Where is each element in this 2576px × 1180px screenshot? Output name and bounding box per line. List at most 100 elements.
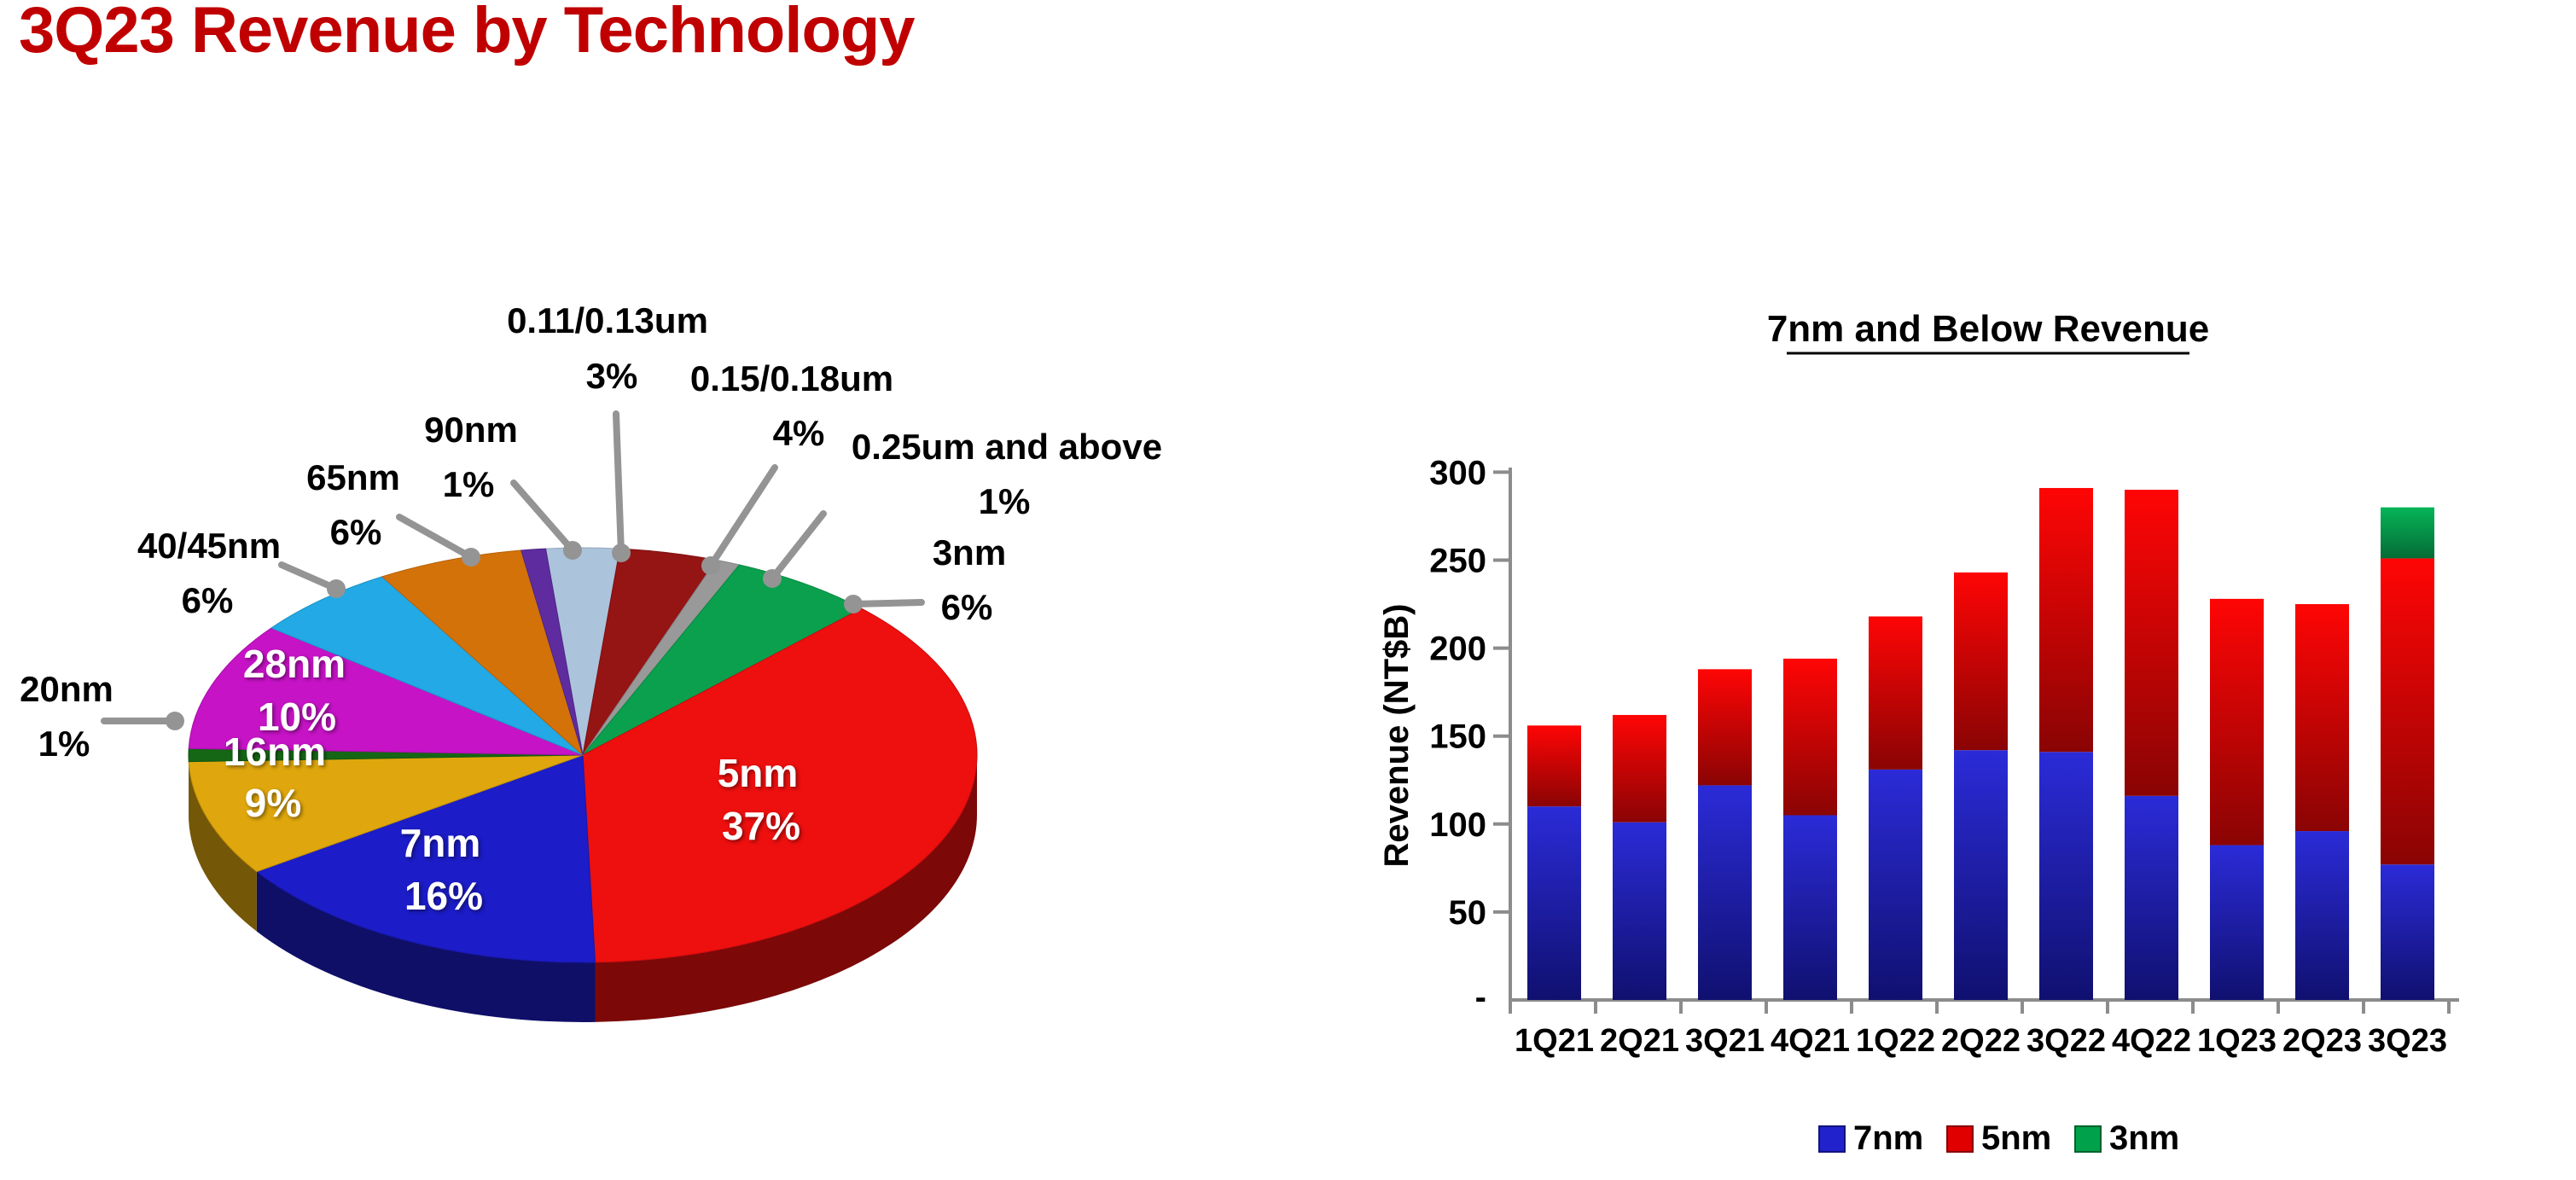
pie-label-pct-0-15-0-18um: 4% [773, 413, 825, 453]
bar-segment-2q21-7nm [1613, 822, 1666, 1000]
pointer-dot-90nm [563, 541, 582, 560]
legend-swatch-3nm [2074, 1125, 2102, 1153]
x-tick-label: 2Q22 [1941, 1023, 2021, 1059]
x-tick-label: 3Q21 [1685, 1023, 1765, 1059]
pie-label-name-3nm: 3nm [933, 532, 1006, 573]
pie-label-pct-65nm: 6% [330, 512, 382, 552]
bar-segment-2q23-7nm [2295, 831, 2349, 1000]
x-tick-label: 3Q23 [2368, 1023, 2447, 1059]
pointer-line-65nm [396, 514, 474, 561]
bar-segment-1q22-5nm [1869, 616, 1922, 770]
bar-segment-3q21-5nm [1698, 669, 1752, 786]
pie-label-pct-0-11-0-13um: 3% [586, 356, 638, 396]
bar-segment-1q21-7nm [1527, 806, 1581, 1000]
legend-swatch-7nm [1818, 1125, 1846, 1153]
pointer-line-0-11-0-13um [613, 410, 625, 556]
pie-slice-28nm [188, 627, 584, 756]
bar-segment-3q23-3nm [2381, 507, 2434, 559]
pointer-line-90nm [510, 480, 576, 554]
pie-slice-5nm [582, 607, 978, 963]
pie-label-name-90nm: 90nm [424, 410, 518, 450]
pointer-dot-40-45nm [327, 579, 346, 598]
pie-slice-7nm [255, 754, 596, 963]
pie-label-name-7nm: 7nm [400, 821, 481, 865]
pie-label-pct-16nm: 9% [245, 781, 301, 825]
pie-label-name-0-11-0-13um: 0.11/0.13um [507, 300, 708, 340]
pie-label-pct-90nm: 1% [443, 464, 495, 504]
pie-slice-16nm [188, 754, 584, 873]
bar-segment-4q21-5nm [1783, 658, 1837, 816]
bar-segment-4q22-7nm [2125, 795, 2178, 1000]
legend-swatch-5nm [1946, 1125, 1974, 1153]
pie-label-name-5nm: 5nm [718, 751, 799, 795]
bar-segment-4q21-7nm [1783, 815, 1837, 1000]
y-axis-title: Revenue (NT$B) [1378, 604, 1416, 868]
bar-segment-4q22-5nm [2125, 490, 2178, 796]
bar-segment-3q22-7nm [2039, 752, 2093, 1000]
bar-segment-1q21-5nm [1527, 725, 1581, 807]
bar-segment-3q22-5nm [2039, 487, 2093, 753]
bar-segment-2q22-5nm [1954, 572, 2008, 751]
pie-label-name-0-25um-and-above: 0.25um and above [852, 427, 1162, 467]
pie-label-name-0-15-0-18um: 0.15/0.18um [690, 358, 893, 398]
legend-label-7nm: 7nm [1853, 1119, 1923, 1157]
x-tick-label: 4Q22 [2112, 1023, 2191, 1059]
pie-label-name-16nm: 16nm [224, 730, 326, 774]
pointer-dot-0-25um-and-above [763, 569, 782, 588]
x-tick-label: 1Q22 [1856, 1023, 1935, 1059]
bar-chart: 7nm and Below Revenue Revenue (NT$B) 300 25… [1378, 308, 2459, 1157]
pie-label-pct-20nm: 1% [38, 724, 90, 764]
y-tick-label: 300 [1429, 454, 1486, 491]
pie-label-pct-5nm: 37% [722, 804, 800, 848]
pie-label-name-65nm: 65nm [306, 457, 400, 497]
bar-segment-3q21-7nm [1698, 785, 1752, 1000]
pie-slice-side-5nm [595, 755, 977, 1022]
pointer-line-40-45nm [278, 561, 340, 592]
y-tick-label: 150 [1429, 718, 1486, 756]
bar-segment-2q23-5nm [2295, 604, 2349, 832]
pie-label-name-40-45nm: 40/45nm [137, 526, 281, 566]
x-tick-label: 2Q21 [1600, 1023, 1679, 1059]
pie-label-pct-3nm: 6% [941, 587, 993, 627]
pie-label-pct-28nm: 10% [258, 695, 336, 739]
legend-label-3nm: 3nm [2109, 1119, 2179, 1157]
slide-title: 3Q23 Revenue by Technology [19, 0, 916, 67]
pointer-dot-20nm [166, 712, 184, 730]
x-tick-label: 1Q21 [1515, 1023, 1594, 1059]
x-tick-label: 3Q22 [2026, 1023, 2106, 1059]
bar-segment-2q22-7nm [1954, 750, 2008, 1000]
pie-slice-65nm [381, 549, 584, 757]
bar-segment-1q23-5nm [2210, 598, 2264, 846]
pointer-dot-65nm [462, 548, 480, 567]
bar-segment-3q23-7nm [2381, 864, 2434, 1000]
pie-slice-40-45nm [270, 576, 584, 756]
pie-chart: 0.11/0.13um 3% 0.15/0.18um 4% 0.25um and abo… [20, 300, 1162, 1023]
pointer-dot-3nm [844, 595, 863, 613]
bar-chart-title: 7nm and Below Revenue [1767, 308, 2209, 350]
y-tick-label: 250 [1429, 543, 1486, 580]
bar-segment-2q21-5nm [1613, 714, 1666, 823]
legend-label-5nm: 5nm [1981, 1119, 2051, 1157]
pointer-line-0-25um-and-above [769, 510, 827, 582]
x-tick-label: 4Q21 [1771, 1023, 1850, 1059]
y-tick-label: 200 [1429, 631, 1486, 668]
pie-label-name-28nm: 28nm [243, 642, 346, 686]
y-tick-label-zero: - [1475, 979, 1486, 1016]
bar-segment-3q23-5nm [2381, 558, 2434, 865]
pie-slice-side-7nm [256, 871, 596, 1023]
pie-label-pct-7nm: 16% [404, 874, 483, 918]
x-tick-label: 2Q23 [2282, 1023, 2362, 1059]
pie-label-pct-0-25um-and-above: 1% [979, 481, 1031, 521]
bar-segment-1q22-7nm [1869, 769, 1922, 1000]
pointer-dot-0-11-0-13um [612, 543, 631, 562]
pie-label-pct-40-45nm: 6% [182, 580, 234, 620]
pie-slice-side-16nm [189, 761, 257, 932]
pie-label-name-20nm: 20nm [20, 669, 113, 709]
pie-slice-90nm [520, 548, 584, 756]
pointer-line-0-15-0-18um [707, 464, 778, 569]
pointer-dot-0-15-0-18um [701, 556, 720, 575]
y-tick-label: 100 [1429, 806, 1486, 844]
pointer-line-3nm [850, 599, 925, 607]
x-tick-label: 1Q23 [2197, 1023, 2277, 1059]
